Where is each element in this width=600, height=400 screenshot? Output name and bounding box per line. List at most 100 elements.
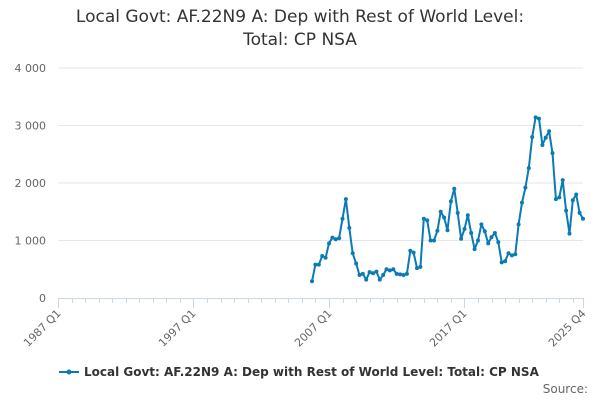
x-axis: 1987 Q1 1997 Q1 2007 Q1 2017 Q1 2025 Q4 <box>21 298 589 349</box>
data-point <box>343 197 348 202</box>
data-point <box>327 241 331 246</box>
data-point <box>387 268 392 273</box>
data-point <box>448 199 453 204</box>
data-point <box>445 228 450 233</box>
data-point <box>472 247 477 252</box>
data-point <box>462 227 467 231</box>
data-point <box>459 236 464 241</box>
data-point <box>425 218 430 223</box>
y-tick-label: 0 <box>39 292 46 305</box>
series-line <box>311 116 584 282</box>
data-point <box>316 262 321 267</box>
legend-label: Local Govt: AF.22N9 A: Dep with Rest of … <box>84 365 539 379</box>
data-point <box>374 269 379 274</box>
series-group <box>310 115 585 284</box>
data-point <box>567 231 572 236</box>
data-point <box>574 192 579 197</box>
y-tick-label: 3 000 <box>15 120 47 133</box>
data-point <box>499 260 504 265</box>
data-point <box>560 178 565 183</box>
data-point <box>540 143 545 147</box>
data-point <box>367 270 372 275</box>
data-point <box>350 251 355 256</box>
data-point <box>421 216 426 221</box>
data-point <box>438 209 443 214</box>
data-point <box>526 166 531 171</box>
data-point <box>428 238 433 243</box>
data-point <box>408 248 413 253</box>
source-label: Source: <box>542 382 588 396</box>
data-point <box>530 135 535 139</box>
x-tick-label: 2025 Q4 <box>546 307 589 350</box>
y-tick-label: 4 000 <box>15 62 47 75</box>
y-axis-ticks: 0 1 000 2 000 3 000 4 000 <box>15 62 47 305</box>
data-point <box>377 277 382 282</box>
data-point <box>492 231 497 235</box>
data-point <box>550 151 555 156</box>
data-point <box>442 215 447 220</box>
data-point <box>411 250 416 255</box>
data-point <box>503 259 508 264</box>
x-tick-label: 1997 Q1 <box>156 307 199 350</box>
data-point <box>401 273 406 277</box>
data-point <box>520 200 524 205</box>
data-point <box>465 213 470 218</box>
data-point <box>415 266 419 271</box>
data-point <box>489 235 494 240</box>
data-point <box>337 236 342 241</box>
x-tick-label: 2017 Q1 <box>427 307 470 350</box>
data-point <box>570 198 575 203</box>
data-point <box>435 228 440 233</box>
data-point <box>432 238 436 243</box>
data-point <box>340 216 345 221</box>
data-point <box>347 225 352 230</box>
chart-title-line-2: Total: CP NSA <box>243 30 357 50</box>
data-point <box>452 186 457 191</box>
data-point <box>482 229 487 234</box>
data-point <box>364 277 369 282</box>
legend[interactable]: Local Govt: AF.22N9 A: Dep with Rest of … <box>58 362 539 382</box>
data-point <box>394 271 399 276</box>
data-point <box>310 279 314 284</box>
y-tick-label: 2 000 <box>15 177 47 190</box>
data-point <box>543 135 548 140</box>
data-point <box>333 237 338 242</box>
data-point <box>404 271 409 276</box>
data-point <box>398 272 403 277</box>
data-point <box>486 241 491 246</box>
chart-title-line-1: Local Govt: AF.22N9 A: Dep with Rest of … <box>75 7 525 27</box>
data-point <box>384 267 389 272</box>
data-point <box>557 195 562 200</box>
data-point <box>509 253 514 258</box>
data-point <box>360 271 365 276</box>
data-point <box>455 210 460 215</box>
data-point <box>533 115 538 120</box>
data-point <box>553 197 558 202</box>
data-point <box>313 262 318 267</box>
data-point <box>354 261 359 266</box>
data-point <box>357 273 362 277</box>
y-tick-label: 1 000 <box>15 235 47 248</box>
data-point <box>418 264 423 269</box>
gridlines <box>58 67 583 241</box>
data-point <box>537 116 541 121</box>
data-point <box>577 210 582 215</box>
data-point <box>323 255 328 260</box>
data-point <box>547 129 552 134</box>
data-point <box>469 231 474 235</box>
data-point <box>330 235 335 240</box>
data-point <box>496 240 501 245</box>
data-point <box>581 216 585 221</box>
data-point <box>506 251 511 256</box>
data-point <box>320 254 325 258</box>
data-point <box>381 273 386 277</box>
data-point <box>391 267 396 272</box>
legend-line-marker-icon <box>59 369 79 375</box>
data-point <box>371 271 375 276</box>
data-point <box>516 222 521 227</box>
data-point <box>523 185 528 190</box>
data-point <box>476 238 480 243</box>
data-point <box>513 252 518 257</box>
x-tick-label: 1987 Q1 <box>21 307 64 350</box>
